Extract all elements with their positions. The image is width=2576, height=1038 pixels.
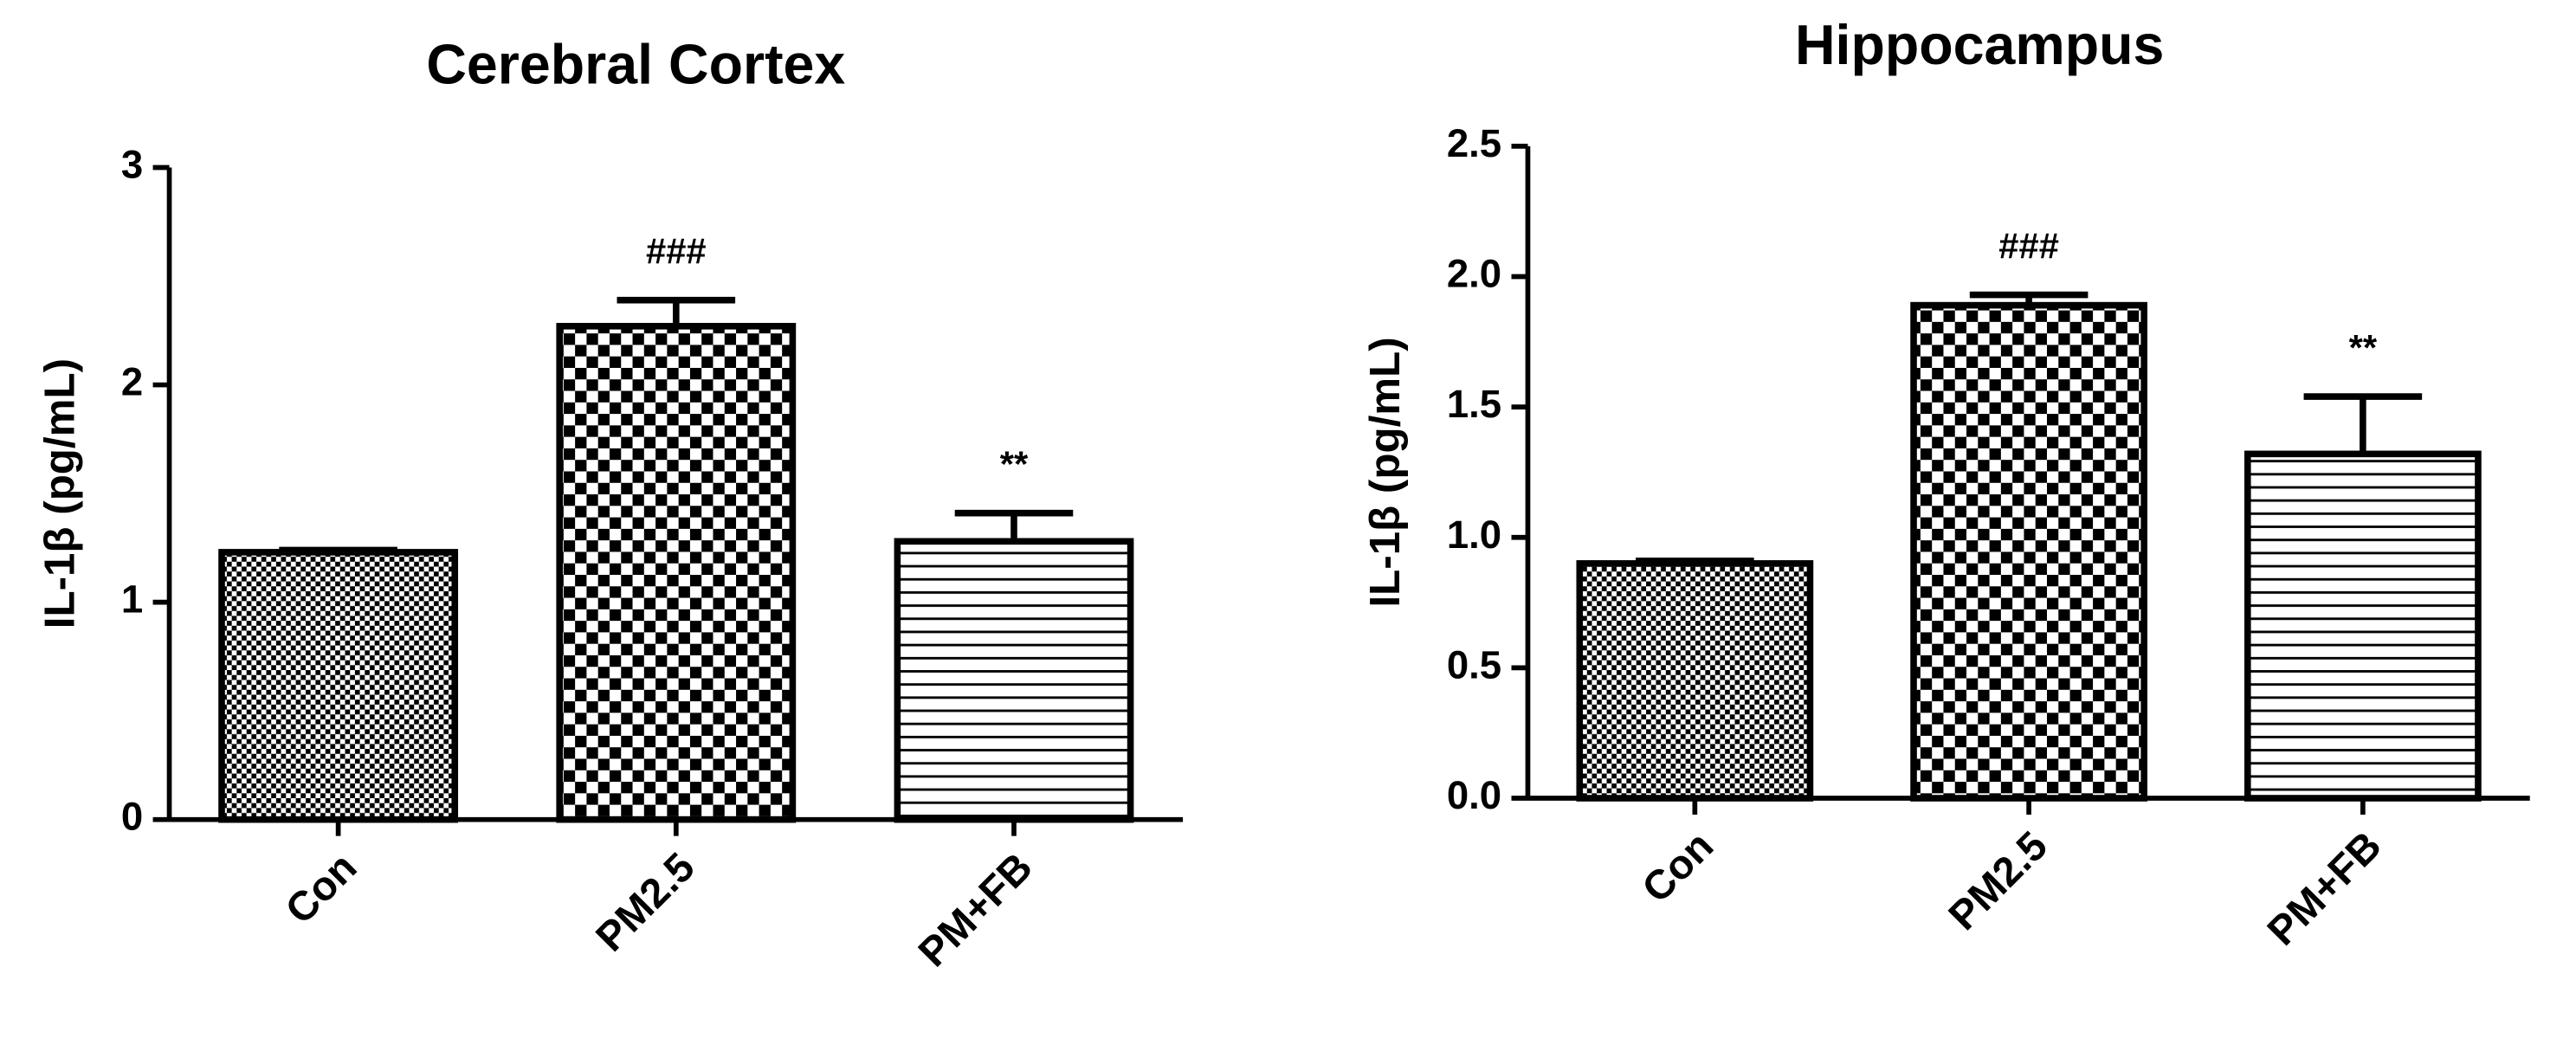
bar [1576,560,1814,802]
y-tick-label: 3 [121,143,143,187]
x-tick-label: Con [277,844,366,933]
bar [2244,450,2482,802]
y-tick-label: 2.5 [1447,121,1501,165]
y-axis-label: IL-1β (pg/mL) [1361,337,1409,607]
bar [1910,301,2147,802]
x-tick-label: Con [1634,823,1723,912]
significance-label: ** [1000,444,1029,485]
significance-label: ** [2349,327,2378,368]
bar [218,549,459,823]
x-tick-label: PM+FB [2259,823,2391,955]
bar [894,538,1134,823]
y-tick-label: 0 [121,795,143,839]
y-tick-label: 1 [121,577,143,622]
x-tick-label: PM+FB [910,844,1042,976]
y-tick-label: 2 [121,360,143,404]
y-tick-label: 0.0 [1447,773,1501,817]
significance-label: ### [646,231,707,272]
y-tick-label: 2.0 [1447,252,1501,296]
chart-title: Hippocampus [1795,14,2164,76]
x-tick-label: PM2.5 [587,844,703,960]
y-axis-label: IL-1β (pg/mL) [36,358,83,629]
bar [556,322,797,823]
y-tick-label: 1.5 [1447,382,1501,426]
y-tick-label: 0.5 [1447,642,1501,687]
chart-title: Cerebral Cortex [426,34,845,96]
significance-label: ### [1998,225,2059,266]
y-tick-label: 1.0 [1447,513,1501,557]
x-tick-label: PM2.5 [1940,823,2056,939]
